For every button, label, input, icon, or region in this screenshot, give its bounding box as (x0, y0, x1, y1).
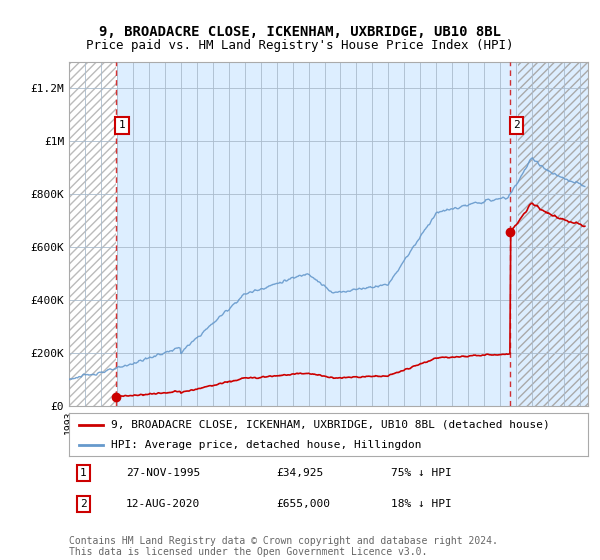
Text: 1: 1 (80, 468, 87, 478)
Text: £655,000: £655,000 (277, 500, 331, 509)
Text: 75% ↓ HPI: 75% ↓ HPI (391, 468, 452, 478)
Text: 18% ↓ HPI: 18% ↓ HPI (391, 500, 452, 509)
Text: 2: 2 (80, 500, 87, 509)
Text: Contains HM Land Registry data © Crown copyright and database right 2024.
This d: Contains HM Land Registry data © Crown c… (69, 535, 498, 557)
Text: 27-NOV-1995: 27-NOV-1995 (126, 468, 200, 478)
Bar (518, 62, 588, 406)
Text: 9, BROADACRE CLOSE, ICKENHAM, UXBRIDGE, UB10 8BL (detached house): 9, BROADACRE CLOSE, ICKENHAM, UXBRIDGE, … (110, 420, 549, 430)
Text: 12-AUG-2020: 12-AUG-2020 (126, 500, 200, 509)
Bar (69, 62, 116, 406)
Bar (69, 62, 116, 406)
Text: 9, BROADACRE CLOSE, ICKENHAM, UXBRIDGE, UB10 8BL: 9, BROADACRE CLOSE, ICKENHAM, UXBRIDGE, … (99, 25, 501, 39)
Text: HPI: Average price, detached house, Hillingdon: HPI: Average price, detached house, Hill… (110, 440, 421, 450)
Text: Price paid vs. HM Land Registry's House Price Index (HPI): Price paid vs. HM Land Registry's House … (86, 39, 514, 52)
Text: £34,925: £34,925 (277, 468, 324, 478)
Text: 1: 1 (119, 120, 125, 130)
Text: 2: 2 (513, 120, 520, 130)
